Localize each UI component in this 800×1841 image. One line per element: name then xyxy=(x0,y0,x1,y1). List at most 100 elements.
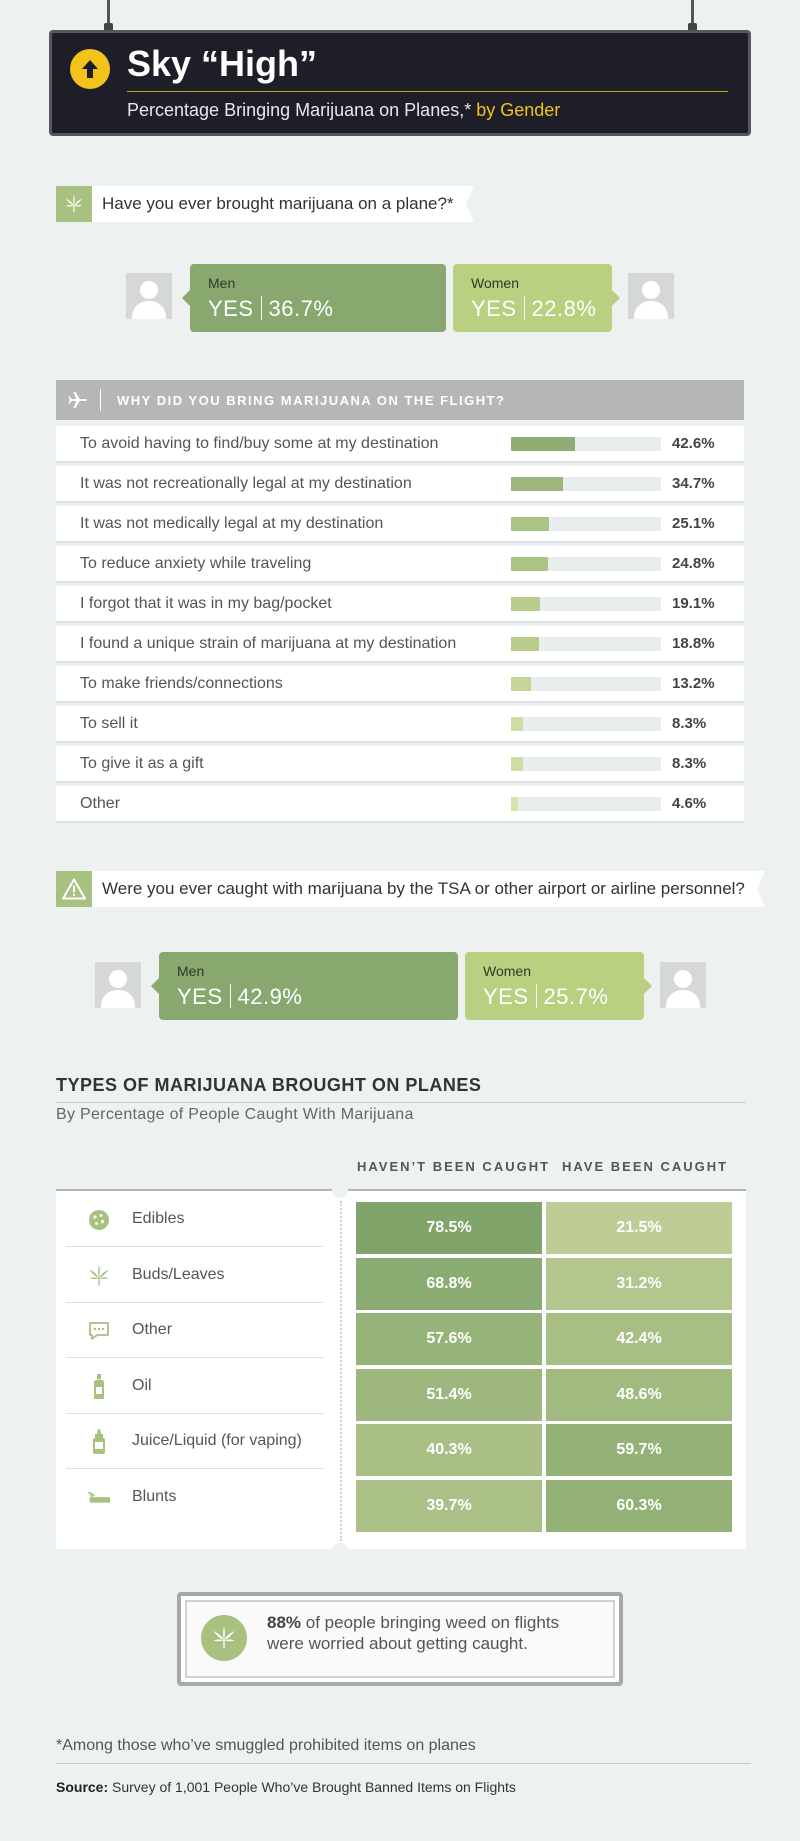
reason-bar-track xyxy=(511,757,661,771)
types-table: Edibles 78.5% 21.5% Buds/Leaves 68.8% 31.2% Ot… xyxy=(56,1182,746,1559)
warning-icon xyxy=(56,871,92,907)
reasons-title: WHY DID YOU BRING MARIJUANA ON THE FLIGH… xyxy=(117,392,506,408)
reason-bar xyxy=(511,797,518,811)
reason-bar-track xyxy=(511,637,661,651)
male-avatar-icon xyxy=(126,273,172,319)
reasons-header: WHY DID YOU BRING MARIJUANA ON THE FLIGH… xyxy=(56,380,744,420)
reason-bar-track xyxy=(511,557,661,571)
male-avatar-icon xyxy=(95,962,141,1008)
types-subtitle: By Percentage of People Caught With Mari… xyxy=(56,1106,414,1123)
reason-value: 34.7% xyxy=(672,475,715,492)
type-name: Edibles xyxy=(132,1210,185,1227)
callout-line-2: were worried about getting caught. xyxy=(267,1634,528,1653)
sign-wire-left xyxy=(104,0,113,32)
type-name: Buds/Leaves xyxy=(132,1265,225,1283)
source-text: Survey of 1,001 People Who’ve Brought Ba… xyxy=(108,1779,516,1795)
type-row: Blunts xyxy=(66,1470,324,1525)
reason-bar xyxy=(511,597,540,611)
not-caught-cell: 40.3% xyxy=(356,1424,542,1476)
leaf-icon xyxy=(56,186,92,222)
question-banner-2: Were you ever caught with marijuana by t… xyxy=(56,871,765,907)
women-percent: 25.7% xyxy=(543,984,609,1009)
female-avatar-icon xyxy=(628,273,674,319)
question-text: Have you ever brought marijuana on a pla… xyxy=(102,194,454,213)
reason-label: It was not recreationally legal at my de… xyxy=(80,475,412,492)
leaf-icon xyxy=(86,1263,112,1289)
caught-cell: 60.3% xyxy=(546,1479,732,1532)
reason-label: Other xyxy=(80,795,121,812)
type-row: Buds/Leaves xyxy=(66,1248,324,1303)
female-avatar-icon xyxy=(660,962,706,1008)
reason-label: To reduce anxiety while traveling xyxy=(80,555,312,572)
reason-value: 8.3% xyxy=(672,755,707,772)
caught-cell: 48.6% xyxy=(546,1368,732,1421)
men-answer: YES xyxy=(177,984,223,1009)
reason-label: To sell it xyxy=(80,715,138,732)
women-answer: YES xyxy=(471,296,517,321)
type-row: Juice/Liquid (for vaping) xyxy=(66,1414,324,1469)
callout-line-1: of people bringing weed on flights xyxy=(301,1613,560,1632)
reason-label: I found a unique strain of marijuana at … xyxy=(80,635,457,652)
reason-row: To avoid having to find/buy some at my d… xyxy=(56,426,744,463)
sign-wire-right xyxy=(688,0,697,32)
reason-row: To make friends/connections 13.2% xyxy=(56,666,744,703)
women-result-box: Women YES 22.8% xyxy=(453,264,620,332)
reason-bar xyxy=(511,477,564,491)
reason-row: I found a unique strain of marijuana at … xyxy=(56,626,744,663)
not-caught-cell: 57.6% xyxy=(356,1313,542,1365)
not-caught-cell: 51.4% xyxy=(356,1368,542,1421)
cookie-icon xyxy=(86,1207,112,1233)
header-sign: Sky “High” Percentage Bringing Marijuana… xyxy=(49,30,751,136)
caught-cell: 21.5% xyxy=(546,1202,732,1254)
reason-value: 8.3% xyxy=(672,715,707,732)
reason-bar xyxy=(511,677,531,691)
subtitle-highlight: by Gender xyxy=(476,100,561,120)
reason-row: To reduce anxiety while traveling 24.8% xyxy=(56,546,744,583)
page-subtitle: Percentage Bringing Marijuana on Planes,… xyxy=(127,100,560,121)
reason-row: To give it as a gift 8.3% xyxy=(56,746,744,783)
title-divider xyxy=(127,91,728,92)
caught-cell: 31.2% xyxy=(546,1257,732,1310)
reason-label: To make friends/connections xyxy=(80,675,283,692)
women-label: Women xyxy=(483,963,531,979)
vape-bottle-icon xyxy=(86,1429,112,1455)
source-label: Source: xyxy=(56,1779,109,1795)
reason-label: To avoid having to find/buy some at my d… xyxy=(80,435,439,452)
reason-value: 42.6% xyxy=(672,435,715,452)
caught-cell: 59.7% xyxy=(546,1424,732,1476)
column-header-not-caught: HAVEN’T BEEN CAUGHT xyxy=(357,1159,551,1174)
oil-bottle-icon xyxy=(86,1373,112,1400)
men-value: YES 42.9% xyxy=(177,984,302,1010)
source-line: Source: Survey of 1,001 People Who’ve Br… xyxy=(56,1779,516,1795)
women-label: Women xyxy=(471,275,519,291)
types-divider xyxy=(56,1102,746,1103)
men-percent: 36.7% xyxy=(268,296,334,321)
type-name: Juice/Liquid (for vaping) xyxy=(132,1432,302,1449)
chat-bubble-icon xyxy=(86,1318,112,1344)
reason-value: 13.2% xyxy=(672,675,715,692)
not-caught-cell: 68.8% xyxy=(356,1257,542,1310)
women-result-box: Women YES 25.7% xyxy=(465,952,652,1020)
type-name: Other xyxy=(132,1321,173,1338)
reasons-list: To avoid having to find/buy some at my d… xyxy=(56,426,744,826)
stat-callout: 88% of people bringing weed on flights we… xyxy=(177,1592,623,1686)
women-percent: 22.8% xyxy=(531,296,597,321)
reason-bar xyxy=(511,717,524,731)
reason-bar xyxy=(511,437,575,451)
reason-value: 19.1% xyxy=(672,595,715,612)
type-name: Oil xyxy=(132,1376,152,1394)
reason-row: To sell it 8.3% xyxy=(56,706,744,743)
type-name: Blunts xyxy=(132,1487,177,1505)
reason-bar-track xyxy=(511,797,661,811)
type-row: Oil xyxy=(66,1359,324,1414)
callout-text: 88% of people bringing weed on flights we… xyxy=(267,1612,559,1654)
reason-bar xyxy=(511,517,549,531)
reason-value: 4.6% xyxy=(672,795,707,812)
type-row: Edibles xyxy=(66,1192,324,1247)
footer-divider xyxy=(56,1763,751,1764)
men-label: Men xyxy=(208,275,236,291)
page-title: Sky “High” xyxy=(127,43,318,84)
blunt-icon xyxy=(86,1485,112,1511)
reason-bar-track xyxy=(511,477,661,491)
